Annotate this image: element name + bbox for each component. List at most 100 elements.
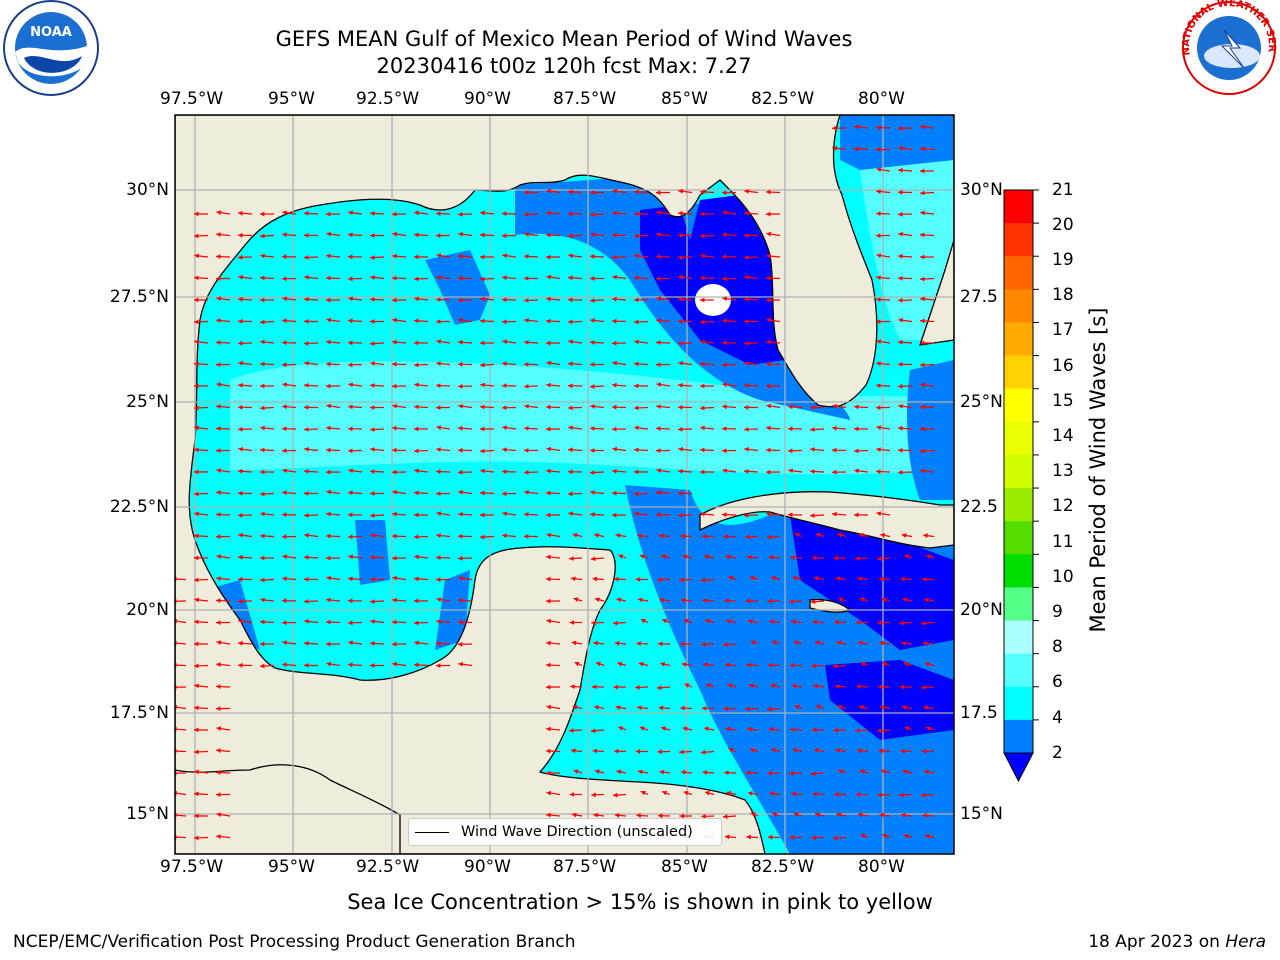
wind-arrow-head — [524, 276, 529, 281]
wind-arrow-head — [458, 383, 463, 389]
wind-arrow-head — [238, 360, 243, 366]
wind-arrow-head — [326, 469, 331, 475]
lon-tick-bottom: 97.5°W — [160, 857, 224, 877]
wind-arrow-head — [590, 470, 595, 475]
wind-arrow-head — [458, 339, 463, 345]
wind-arrow-head — [216, 576, 221, 581]
lon-tick-bottom: 87.5°W — [553, 857, 617, 877]
legend-line-swatch — [415, 831, 449, 833]
wind-arrow-head — [458, 533, 463, 539]
wind-arrow-head — [678, 360, 683, 366]
wind-arrow-head — [612, 340, 617, 346]
wind-arrow-head — [700, 511, 705, 517]
wind-arrow-head — [745, 770, 751, 776]
wind-arrow-head — [662, 790, 668, 796]
wind-arrow-head — [771, 575, 777, 581]
footer-credit: NCEP/EMC/Verification Post Processing Pr… — [13, 932, 576, 952]
wind-arrow-head — [524, 384, 529, 389]
wind-arrow-head — [216, 706, 221, 711]
period-below-2-zone-caribbean-north — [790, 515, 954, 650]
wind-arrow-head — [216, 232, 221, 237]
wind-arrow-head — [881, 597, 887, 602]
wind-arrow-head — [414, 598, 419, 604]
wind-arrow-head — [392, 533, 397, 539]
wind-arrow-head — [728, 575, 734, 581]
wind-arrow-head — [723, 814, 728, 819]
wind-arrow-head — [703, 662, 708, 668]
wind-arrow-head — [370, 275, 375, 280]
wind-arrow-head — [260, 447, 265, 453]
wind-arrow-head — [571, 812, 577, 818]
wind-arrow-head — [877, 684, 883, 690]
wind-arrow-head — [614, 576, 619, 582]
wind-arrow-head — [898, 275, 903, 281]
wind-arrow-head — [502, 511, 508, 517]
wind-arrow-head — [194, 211, 199, 217]
wind-arrow-head — [194, 233, 199, 239]
wind-arrow-head — [568, 297, 573, 303]
wind-arrow-head — [304, 577, 309, 582]
wind-arrow-head — [855, 620, 861, 625]
wind-arrow-head — [502, 447, 507, 453]
wind-arrow-head — [216, 534, 221, 539]
wind-arrow-head — [590, 384, 595, 389]
wind-arrow-head — [392, 641, 397, 647]
period-2-4-zone-campeche — [355, 520, 390, 585]
wind-arrow-head — [370, 555, 375, 560]
wind-arrow-head — [902, 597, 908, 603]
wind-arrow-head — [568, 361, 573, 367]
wind-arrow-head — [480, 276, 485, 282]
colorbar-segment — [1004, 322, 1033, 357]
wind-arrow-head — [546, 512, 551, 518]
wind-arrow-head — [659, 597, 665, 603]
wind-arrow-head — [876, 167, 882, 172]
wind-arrow-head — [722, 468, 728, 474]
wind-arrow-head — [590, 556, 596, 562]
wind-arrow-head — [769, 791, 775, 796]
wind-arrow-head — [194, 791, 199, 797]
wind-arrow-head — [414, 662, 419, 668]
wind-arrow-head — [788, 512, 793, 518]
wind-arrow-head — [216, 448, 221, 453]
wind-arrow-head — [194, 663, 199, 669]
wind-arrow-head — [835, 748, 841, 753]
wind-arrow-head — [348, 512, 353, 518]
wind-arrow-head — [920, 382, 925, 388]
wind-arrow-head — [546, 188, 552, 194]
wind-arrow-head — [502, 211, 507, 217]
wind-arrow-head — [282, 254, 287, 260]
wind-arrow-head — [348, 426, 353, 432]
wind-arrow-head — [747, 554, 752, 560]
colorbar-tick: 2 — [1052, 743, 1063, 763]
wind-arrow-head — [678, 404, 683, 410]
colorbar-tick: 8 — [1052, 637, 1063, 657]
wind-arrow-head — [282, 362, 287, 368]
wind-arrow-head — [772, 812, 778, 817]
wind-arrow-head — [524, 212, 529, 217]
legend-label: Wind Wave Direction (unscaled) — [461, 824, 693, 840]
wind-arrow-head — [724, 662, 730, 668]
wind-arrow-head — [414, 576, 419, 582]
wind-arrow-head — [898, 231, 903, 237]
wind-arrow-head — [898, 297, 903, 303]
wind-arrow-head — [920, 190, 925, 196]
wind-arrow-head — [766, 469, 771, 475]
wind-arrow-head — [392, 253, 397, 259]
colorbar-segment — [1004, 719, 1033, 754]
wind-arrow-head — [436, 619, 441, 624]
wind-arrow-head — [678, 254, 683, 260]
wind-arrow-head — [700, 383, 705, 389]
wind-arrow-head — [766, 403, 772, 409]
wind-arrow-head — [436, 577, 441, 582]
lon-tick-top: 97.5°W — [160, 89, 224, 109]
wind-arrow-head — [684, 683, 690, 688]
wind-arrow-head — [414, 382, 419, 388]
wind-arrow-head — [502, 275, 507, 281]
wind-arrow-head — [876, 383, 881, 388]
wind-arrow-head — [348, 490, 353, 496]
wind-arrow-head — [392, 619, 397, 625]
wind-arrow-head — [175, 598, 177, 604]
wind-arrow-head — [617, 661, 623, 667]
wind-arrow-head — [700, 233, 705, 239]
wind-arrow-head — [546, 490, 551, 496]
